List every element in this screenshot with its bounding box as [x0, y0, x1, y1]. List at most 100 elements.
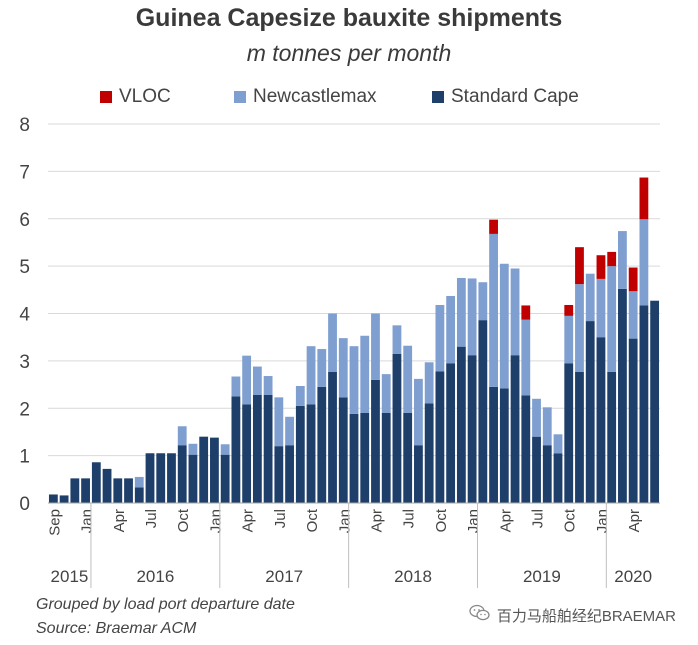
bar-standard-cape — [328, 371, 337, 503]
chart-source: Source: Braemar ACM — [36, 620, 197, 637]
year-label: 2018 — [394, 567, 432, 586]
bar-newcastlemax — [134, 476, 144, 488]
y-tick-label: 1 — [19, 447, 30, 468]
bar-newcastlemax — [435, 304, 445, 372]
year-label: 2015 — [51, 567, 89, 586]
bar-vloc — [521, 305, 531, 320]
bar-newcastlemax — [456, 277, 466, 347]
bar-standard-cape — [167, 453, 176, 503]
bar-standard-cape — [59, 495, 69, 503]
bar-vloc — [596, 255, 606, 279]
bar-standard-cape — [381, 412, 391, 503]
bar-newcastlemax — [263, 376, 273, 395]
y-tick-label: 4 — [19, 305, 30, 326]
x-tick-label: Apr — [368, 509, 385, 532]
bar-standard-cape — [650, 300, 660, 503]
bar-standard-cape — [91, 462, 101, 503]
bar-standard-cape — [467, 355, 477, 503]
bar-newcastlemax — [295, 385, 305, 406]
bar-newcastlemax — [553, 434, 563, 454]
bar-newcastlemax — [349, 346, 359, 414]
bar-standard-cape — [145, 453, 155, 503]
bar-standard-cape — [553, 453, 563, 503]
bar-standard-cape — [618, 288, 627, 503]
bar-newcastlemax — [639, 219, 649, 306]
bar-vloc — [639, 177, 649, 220]
x-tick-label: Apr — [497, 509, 514, 532]
bar-newcastlemax — [231, 376, 241, 397]
bar-newcastlemax — [252, 366, 262, 395]
y-tick-label: 6 — [19, 210, 30, 231]
bar-standard-cape — [628, 338, 638, 503]
bar-newcastlemax — [306, 346, 316, 405]
bar-standard-cape — [113, 478, 123, 503]
year-label: 2019 — [523, 567, 561, 586]
x-tick-label: Jan — [207, 509, 224, 533]
bar-vloc — [628, 267, 638, 292]
chart-note: Grouped by load port departure date — [36, 596, 295, 613]
legend-item-vloc: VLOC — [100, 86, 171, 108]
legend-item-standard-cape: Standard Cape — [432, 86, 579, 108]
bar-newcastlemax — [371, 313, 380, 380]
y-tick-label: 0 — [19, 494, 30, 515]
bar-newcastlemax — [188, 443, 198, 455]
bar-standard-cape — [124, 478, 133, 503]
bar-vloc — [564, 304, 574, 316]
bar-vloc — [489, 219, 498, 234]
bar-newcastlemax — [392, 325, 402, 354]
bar-newcastlemax — [478, 282, 488, 321]
x-tick-label: Apr — [111, 509, 128, 532]
bar-vloc — [607, 251, 617, 267]
y-tick-label: 3 — [19, 352, 30, 373]
y-tick-label: 5 — [19, 257, 30, 278]
bar-standard-cape — [102, 468, 112, 503]
bar-standard-cape — [317, 386, 327, 503]
bar-standard-cape — [134, 487, 144, 503]
bar-standard-cape — [242, 404, 252, 503]
x-tick-label: Oct — [175, 508, 192, 532]
bar-standard-cape — [542, 445, 552, 503]
bar-standard-cape — [70, 478, 80, 503]
bar-newcastlemax — [596, 278, 606, 338]
y-tick-label: 2 — [19, 399, 30, 420]
bar-newcastlemax — [499, 263, 509, 389]
bar-standard-cape — [252, 394, 262, 503]
bar-standard-cape — [263, 394, 273, 503]
bar-standard-cape — [274, 446, 284, 503]
bar-newcastlemax — [489, 233, 498, 387]
bar-newcastlemax — [285, 416, 294, 446]
bar-newcastlemax — [317, 349, 327, 387]
bar-newcastlemax — [510, 268, 520, 356]
bar-standard-cape — [199, 436, 209, 503]
bar-standard-cape — [231, 396, 241, 503]
year-label: 2016 — [136, 567, 174, 586]
bar-newcastlemax — [381, 374, 391, 413]
bar-standard-cape — [210, 437, 219, 503]
bar-standard-cape — [306, 404, 316, 503]
bar-standard-cape — [285, 445, 294, 503]
x-tick-label: Jul — [530, 509, 547, 528]
x-tick-label: Apr — [626, 509, 643, 532]
bar-standard-cape — [360, 412, 370, 503]
bar-standard-cape — [575, 371, 584, 503]
bar-newcastlemax — [628, 291, 638, 339]
bar-standard-cape — [295, 405, 305, 503]
x-tick-label: Jul — [143, 509, 160, 528]
bar-newcastlemax — [618, 231, 627, 289]
bar-vloc — [575, 247, 584, 285]
bar-newcastlemax — [328, 313, 337, 372]
legend-item-newcastlemax: Newcastlemax — [234, 86, 377, 108]
bar-newcastlemax — [424, 362, 434, 404]
x-tick-label: Jul — [272, 509, 289, 528]
bar-standard-cape — [177, 445, 187, 503]
y-tick-label: 8 — [19, 115, 30, 136]
watermark: 百力马船舶经纪BRAEMAR — [469, 604, 676, 626]
legend-swatch-newcastlemax — [234, 91, 246, 103]
x-tick-label: Jan — [465, 509, 482, 533]
bar-newcastlemax — [242, 355, 252, 405]
x-tick-label: Oct — [433, 508, 450, 532]
bar-newcastlemax — [220, 444, 230, 455]
bar-standard-cape — [435, 371, 445, 503]
legend-label-standard-cape: Standard Cape — [451, 86, 579, 107]
